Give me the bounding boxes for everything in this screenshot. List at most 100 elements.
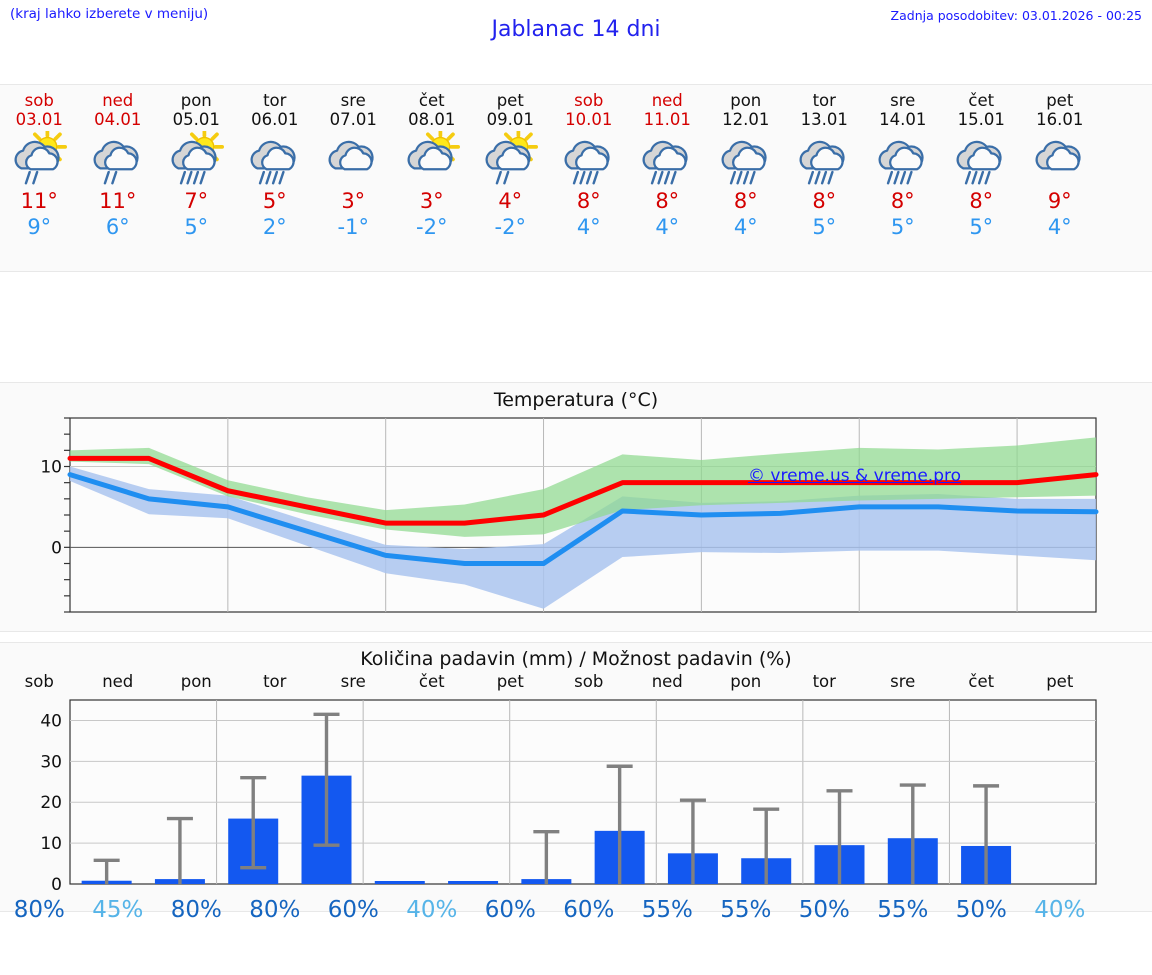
day-of-week-label: tor: [263, 91, 287, 110]
cloud-rain-icon: [785, 130, 864, 188]
day-date-label: 03.01: [15, 110, 63, 129]
sun-cloud-icon: [393, 130, 472, 188]
day-of-week-label: sob: [574, 91, 604, 110]
svg-text:40: 40: [40, 711, 62, 731]
last-updated-text: Zadnja posodobitev: 03.01.2026 - 00:25: [890, 8, 1142, 23]
day-of-week-label: pet: [1046, 91, 1074, 110]
day-date-label: 16.01: [1036, 110, 1084, 129]
cloud-rain-icon: [550, 130, 629, 188]
day-high-temperature: 7°: [184, 189, 209, 213]
precipitation-probability-label: 80%: [249, 897, 301, 923]
day-high-temperature: 8°: [890, 189, 915, 213]
cloud-rain-icon: [628, 130, 707, 188]
forecast-day-column: pon 05.01 7° 5°: [157, 85, 236, 271]
day-of-week-label: sob: [24, 91, 54, 110]
precipitation-probability-label: 55%: [641, 897, 693, 923]
day-of-week-label: pon: [180, 91, 212, 110]
day-of-week-label: pet: [496, 91, 524, 110]
day-low-temperature: 4°: [655, 215, 680, 239]
day-date-label: 04.01: [94, 110, 142, 129]
day-date-label: 14.01: [879, 110, 927, 129]
precipitation-day-label: pon: [730, 672, 762, 691]
precipitation-day-label: tor: [263, 672, 287, 691]
day-low-temperature: -1°: [337, 215, 369, 239]
day-high-temperature: 9°: [1047, 189, 1072, 213]
precipitation-day-label: čet: [418, 672, 445, 691]
day-low-temperature: -2°: [494, 215, 526, 239]
day-low-temperature: 4°: [576, 215, 601, 239]
precipitation-day-label: sre: [890, 672, 916, 691]
day-high-temperature: 8°: [733, 189, 758, 213]
day-date-label: 06.01: [251, 110, 299, 129]
precipitation-probability-label: 60%: [327, 897, 379, 923]
day-high-temperature: 8°: [576, 189, 601, 213]
day-low-temperature: 5°: [812, 215, 837, 239]
precipitation-probability-label: 80%: [13, 897, 65, 923]
page-header: (kraj lahko izberete v meniju) Jablanac …: [0, 0, 1152, 84]
precipitation-probability-label: 40%: [406, 897, 458, 923]
daily-forecast-strip: sob 03.01 11° 9° ned 04.01 11° 6° pon 05.01 7° 5° to…: [0, 84, 1152, 272]
precipitation-probability-label: 60%: [563, 897, 615, 923]
forecast-day-column: tor 13.01 8° 5°: [785, 85, 864, 271]
sun-cloud-rain-light-icon: [471, 130, 550, 188]
precipitation-probability-label: 50%: [955, 897, 1007, 923]
day-low-temperature: 2°: [262, 215, 287, 239]
day-high-temperature: 3°: [341, 189, 366, 213]
forecast-day-column: pon 12.01 8° 4°: [707, 85, 786, 271]
day-date-label: 15.01: [957, 110, 1005, 129]
svg-text:10: 10: [40, 834, 62, 854]
forecast-day-column: čet 08.01 3° -2°: [393, 85, 472, 271]
forecast-day-column: pet 09.01 4° -2°: [471, 85, 550, 271]
svg-text:10: 10: [40, 458, 62, 478]
forecast-day-column: tor 06.01 5° 2°: [236, 85, 315, 271]
copyright-watermark: © vreme.us & vreme.pro: [748, 466, 962, 486]
day-date-label: 08.01: [408, 110, 456, 129]
precipitation-day-label: ned: [651, 672, 683, 691]
forecast-day-column: sre 07.01 3° -1°: [314, 85, 393, 271]
day-low-temperature: 4°: [733, 215, 758, 239]
cloud-rain-icon: [942, 130, 1021, 188]
day-of-week-label: pon: [730, 91, 762, 110]
precipitation-day-label: čet: [968, 672, 995, 691]
day-date-label: 05.01: [172, 110, 220, 129]
day-date-label: 11.01: [643, 110, 691, 129]
precipitation-probability-labels: 80% 45% 80% 80% 60% 40% 60% 60% 55% 55% 50% 55% 50% 4…: [0, 897, 1152, 933]
sun-cloud-rain-icon: [157, 130, 236, 188]
sun-cloud-rain-light-icon: [0, 130, 79, 188]
precipitation-probability-label: 45%: [92, 897, 144, 923]
precipitation-day-label: ned: [102, 672, 134, 691]
precipitation-day-label: sob: [24, 672, 54, 691]
day-high-temperature: 3°: [419, 189, 444, 213]
precipitation-probability-label: 80%: [170, 897, 222, 923]
day-low-temperature: 6°: [105, 215, 130, 239]
day-of-week-label: ned: [651, 91, 683, 110]
day-low-temperature: -2°: [416, 215, 448, 239]
day-of-week-label: ned: [102, 91, 134, 110]
precipitation-probability-label: 60%: [484, 897, 536, 923]
precipitation-bar: [374, 881, 425, 884]
day-date-label: 12.01: [722, 110, 770, 129]
day-high-temperature: 11°: [99, 189, 137, 213]
day-of-week-label: tor: [812, 91, 836, 110]
precipitation-probability-label: 40%: [1034, 897, 1086, 923]
day-low-temperature: 5°: [184, 215, 209, 239]
menu-hint-text: (kraj lahko izberete v meniju): [10, 6, 209, 22]
day-low-temperature: 4°: [1047, 215, 1072, 239]
svg-text:30: 30: [40, 752, 62, 772]
cloud-rain-light-icon: [79, 130, 158, 188]
precipitation-bar: [448, 881, 499, 884]
forecast-day-column: čet 15.01 8° 5°: [942, 85, 1021, 271]
cloud-rain-icon: [236, 130, 315, 188]
forecast-day-column: sob 03.01 11° 9°: [0, 85, 79, 271]
day-low-temperature: 9°: [27, 215, 52, 239]
forecast-day-column: sob 10.01 8° 4°: [550, 85, 629, 271]
forecast-day-column: pet 16.01 9° 4°: [1021, 85, 1100, 271]
day-of-week-label: sre: [340, 91, 366, 110]
day-date-label: 13.01: [800, 110, 848, 129]
day-high-temperature: 8°: [812, 189, 837, 213]
day-low-temperature: 5°: [890, 215, 915, 239]
precipitation-probability-label: 55%: [720, 897, 772, 923]
precipitation-day-label: pet: [1046, 672, 1074, 691]
